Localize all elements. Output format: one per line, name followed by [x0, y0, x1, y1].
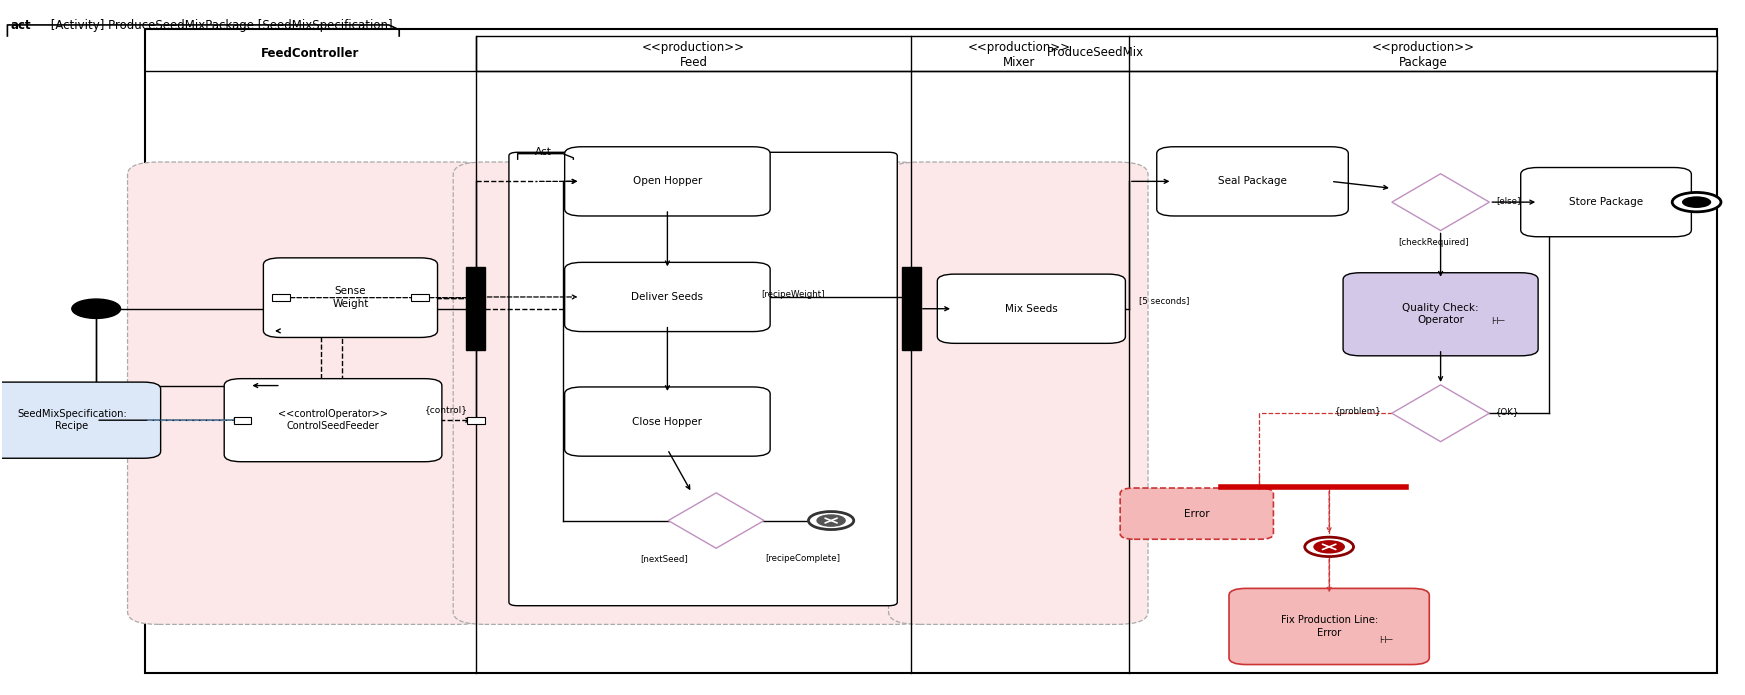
Circle shape [1305, 537, 1354, 557]
Circle shape [808, 512, 853, 530]
Bar [902, 267, 921, 350]
Text: Error: Error [1185, 509, 1209, 518]
FancyBboxPatch shape [565, 262, 770, 332]
Text: Mix Seeds: Mix Seeds [1005, 304, 1057, 313]
Polygon shape [668, 493, 764, 548]
Circle shape [817, 515, 845, 526]
FancyBboxPatch shape [263, 258, 438, 338]
Polygon shape [1393, 385, 1490, 441]
Bar [272, 294, 290, 301]
Text: Act: Act [536, 147, 551, 157]
Circle shape [1682, 196, 1712, 208]
Bar [234, 417, 251, 424]
Bar [476, 36, 1717, 71]
Circle shape [72, 299, 120, 318]
FancyBboxPatch shape [1228, 589, 1429, 664]
Circle shape [1314, 541, 1344, 553]
Bar [412, 294, 429, 301]
FancyBboxPatch shape [1157, 147, 1349, 216]
Text: <<production>>
Feed: <<production>> Feed [642, 42, 745, 70]
Text: Fix Production Line:
Error: Fix Production Line: Error [1281, 615, 1379, 638]
FancyBboxPatch shape [937, 274, 1126, 343]
Circle shape [1672, 193, 1721, 212]
FancyBboxPatch shape [127, 162, 490, 624]
Text: <<production>>
Mixer: <<production>> Mixer [968, 42, 1071, 70]
Text: [recipeWeight]: [recipeWeight] [761, 290, 825, 299]
FancyBboxPatch shape [1120, 488, 1274, 539]
Text: Close Hopper: Close Hopper [632, 416, 703, 427]
Text: {problem}: {problem} [1335, 407, 1382, 416]
Bar [466, 267, 485, 350]
FancyBboxPatch shape [0, 382, 161, 458]
Polygon shape [1393, 174, 1490, 231]
FancyBboxPatch shape [1520, 167, 1691, 237]
Text: ProduceSeedMix: ProduceSeedMix [1047, 46, 1145, 59]
Text: [nextSeed]: [nextSeed] [640, 554, 688, 563]
Text: ⊦⊢: ⊦⊢ [1380, 635, 1394, 646]
Text: {OK}: {OK} [1495, 407, 1520, 416]
Text: FeedController: FeedController [262, 47, 359, 60]
Text: Sense
Weight: Sense Weight [332, 286, 368, 309]
Text: act: act [10, 19, 31, 33]
FancyBboxPatch shape [565, 387, 770, 456]
Text: [Activity] ProduceSeedMixPackage [SeedMixSpecification]: [Activity] ProduceSeedMixPackage [SeedMi… [47, 19, 393, 33]
FancyBboxPatch shape [223, 379, 441, 461]
Text: SeedMixSpecification:
Recipe: SeedMixSpecification: Recipe [17, 409, 127, 432]
FancyBboxPatch shape [1344, 272, 1537, 356]
Text: Deliver Seeds: Deliver Seeds [632, 292, 703, 302]
Text: [5 seconds]: [5 seconds] [1139, 297, 1190, 306]
Text: ⊦⊢: ⊦⊢ [1490, 316, 1506, 326]
Text: Store Package: Store Package [1569, 197, 1644, 207]
Text: [recipeComplete]: [recipeComplete] [764, 554, 839, 563]
Text: {control}: {control} [424, 405, 468, 414]
Text: Quality Check:
Operator: Quality Check: Operator [1403, 303, 1480, 325]
FancyBboxPatch shape [510, 152, 897, 606]
Text: <<controlOperator>>
ControlSeedFeeder: <<controlOperator>> ControlSeedFeeder [277, 409, 387, 432]
Text: Seal Package: Seal Package [1218, 177, 1288, 186]
Text: Open Hopper: Open Hopper [633, 177, 701, 186]
FancyBboxPatch shape [888, 162, 1148, 624]
Text: <<production>>
Package: <<production>> Package [1372, 42, 1475, 70]
Text: [checkRequired]: [checkRequired] [1398, 238, 1469, 247]
FancyBboxPatch shape [454, 162, 928, 624]
FancyBboxPatch shape [565, 147, 770, 216]
Bar [468, 417, 485, 424]
Text: [else]: [else] [1495, 196, 1520, 205]
